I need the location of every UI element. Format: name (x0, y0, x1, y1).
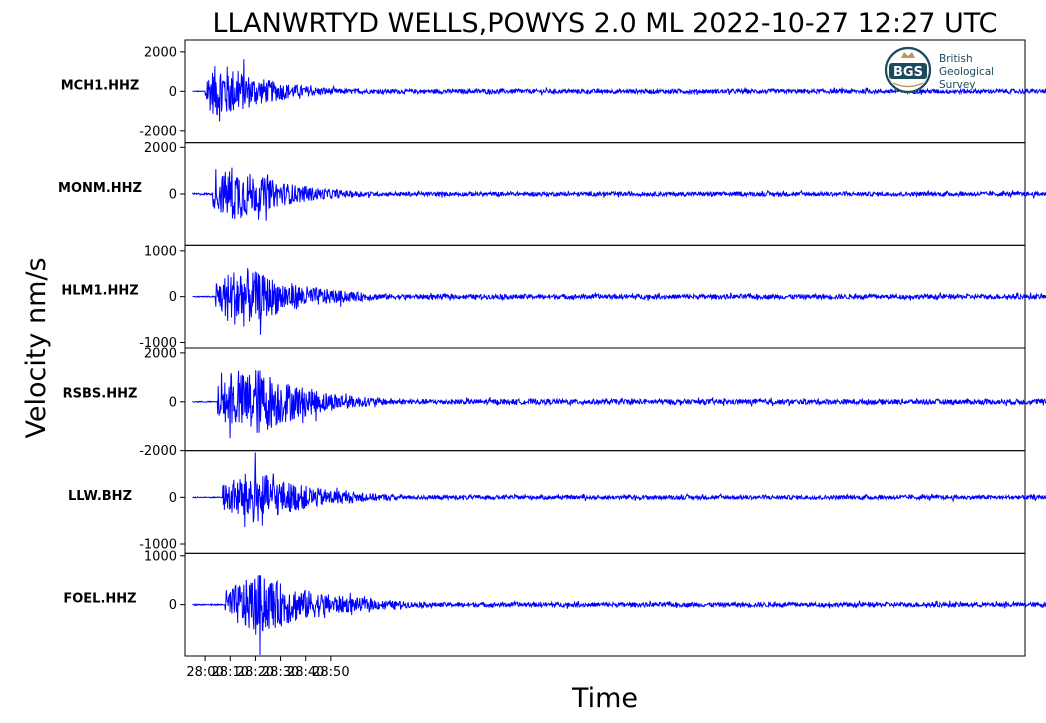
x-tick-label: 28:40 (287, 665, 324, 680)
station-label: MCH1.HHZ (61, 78, 140, 93)
x-tick-label: 28:20 (237, 665, 274, 680)
x-axis-label: Time (571, 683, 638, 714)
crown-icon (901, 52, 915, 58)
y-axis-label: Velocity nm/s (21, 257, 52, 438)
x-tick-label: 28:00 (186, 665, 223, 680)
wave-icon (892, 82, 924, 88)
y-tick-label: 1000 (144, 244, 177, 259)
station-label: HLM1.HHZ (61, 284, 138, 299)
trace-panel: 1000 0 -1000 HLM1.HHZ (61, 244, 1046, 351)
y-tick-label: -1000 (139, 336, 177, 351)
y-tick-label: 0 (169, 85, 177, 100)
logo-line-2: Geological (939, 66, 994, 78)
station-label: MONM.HHZ (58, 181, 142, 196)
y-tick-label: -1000 (139, 538, 177, 553)
seismogram-trace (192, 268, 1046, 335)
y-tick-label: -2000 (139, 444, 177, 459)
logo-line-1: British (939, 53, 973, 65)
seismogram-trace (192, 370, 1046, 439)
y-tick-label: -2000 (139, 124, 177, 139)
x-tick-label: 28:10 (212, 665, 249, 680)
bgs-logo-mark: BGS (893, 65, 923, 80)
logo-line-3: Survey (939, 79, 976, 91)
trace-panel: 1000 0 FOEL.HHZ (63, 549, 1046, 657)
seismogram-trace (192, 575, 1046, 655)
x-tick-label: 28:50 (312, 665, 349, 680)
x-tick-label: 28:30 (262, 665, 299, 680)
seismogram-trace (192, 452, 1046, 528)
y-tick-label: 0 (169, 598, 177, 613)
y-tick-label: 0 (169, 188, 177, 203)
y-tick-label: 2000 (144, 346, 177, 361)
y-tick-label: 0 (169, 290, 177, 305)
trace-panel: 0 -1000 LLW.BHZ (68, 450, 1046, 554)
panel-frame (184, 450, 1026, 554)
y-tick-label: 0 (169, 491, 177, 506)
trace-panel: 2000 0 MONM.HHZ (58, 141, 1046, 246)
trace-panels: 2000 0 -2000 MCH1.HHZ 2000 0 MONM.HHZ 1000 0 -100… (58, 39, 1046, 657)
station-label: LLW.BHZ (68, 489, 132, 504)
seismogram-trace (192, 167, 1046, 221)
station-label: FOEL.HHZ (63, 592, 136, 607)
y-tick-label: 2000 (144, 45, 177, 60)
chart-title: LLANWRTYD WELLS,POWYS 2.0 ML 2022-10-27 … (212, 8, 997, 39)
y-tick-label: 1000 (144, 549, 177, 564)
y-tick-label: 0 (169, 395, 177, 410)
bgs-logo-band (889, 63, 927, 79)
trace-panel: 2000 0 -2000 RSBS.HHZ (63, 346, 1046, 459)
bgs-logo: BGS British Geological Survey (884, 46, 994, 94)
panel-frame (184, 347, 1026, 452)
y-tick-label: 2000 (144, 141, 177, 156)
station-label: RSBS.HHZ (63, 386, 138, 401)
